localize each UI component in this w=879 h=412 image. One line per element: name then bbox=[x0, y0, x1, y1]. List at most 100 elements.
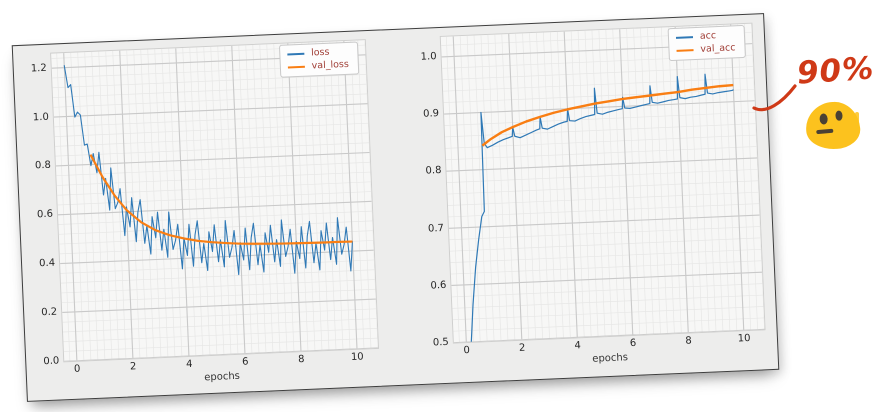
gridline bbox=[444, 111, 756, 126]
gridline bbox=[598, 30, 613, 336]
gridline bbox=[98, 51, 113, 360]
gridline bbox=[473, 35, 488, 342]
gridline bbox=[53, 103, 368, 118]
x-tick-label: 8 bbox=[297, 354, 305, 366]
neutral-face-emoji bbox=[804, 100, 862, 151]
annotation-90-percent-label: 90% bbox=[795, 50, 876, 92]
gridline bbox=[584, 30, 599, 337]
gridline bbox=[716, 25, 731, 331]
gridline bbox=[52, 73, 367, 89]
gridline bbox=[447, 191, 759, 206]
x-tick-label: 6 bbox=[629, 337, 637, 350]
y-tick-label: 0.2 bbox=[41, 306, 58, 319]
gridline bbox=[480, 35, 495, 341]
gridline bbox=[231, 45, 246, 354]
gridline bbox=[64, 347, 378, 362]
gridline bbox=[287, 43, 302, 352]
x-tick-label: 8 bbox=[685, 335, 693, 347]
x-tick-label: 4 bbox=[185, 358, 193, 371]
gridline bbox=[452, 306, 764, 321]
x-tick-label: 10 bbox=[737, 332, 751, 345]
gridline bbox=[543, 32, 557, 339]
gridline bbox=[591, 30, 606, 337]
gridline bbox=[140, 49, 155, 358]
gridline bbox=[203, 47, 218, 355]
gridline bbox=[343, 41, 358, 349]
gridline bbox=[529, 33, 543, 339]
gridline bbox=[450, 248, 762, 263]
gridline bbox=[119, 50, 134, 359]
gridline bbox=[660, 27, 675, 334]
gridline bbox=[443, 77, 754, 92]
gridline bbox=[695, 25, 710, 332]
series-line-val_loss bbox=[89, 154, 353, 245]
emoji-mouth-icon bbox=[816, 128, 834, 135]
gridline bbox=[112, 50, 127, 359]
gridline bbox=[61, 279, 376, 294]
series-line-acc bbox=[470, 73, 734, 342]
gridline bbox=[744, 23, 758, 330]
emoji-right-eye-icon bbox=[835, 110, 843, 121]
gridline bbox=[336, 41, 351, 350]
gridline bbox=[238, 45, 253, 354]
y-tick-label: 0.6 bbox=[430, 279, 447, 292]
x-tick-label: 0 bbox=[463, 344, 471, 357]
gridline bbox=[449, 226, 761, 241]
gridline bbox=[55, 142, 370, 157]
gridline bbox=[210, 46, 225, 355]
gridline bbox=[633, 28, 647, 335]
gridline bbox=[723, 24, 738, 331]
gridline bbox=[654, 27, 668, 334]
annotation-arrow-path bbox=[752, 84, 797, 112]
gridline bbox=[357, 40, 372, 349]
series-line-val_acc bbox=[481, 83, 734, 147]
gridline bbox=[445, 146, 757, 161]
gridline bbox=[452, 294, 764, 309]
gridline bbox=[266, 44, 281, 353]
y-tick-label: 1.2 bbox=[30, 62, 47, 75]
x-tick-label: 2 bbox=[129, 361, 137, 373]
accuracy-plot-svg bbox=[441, 23, 765, 343]
loss-legend: loss val_loss bbox=[278, 41, 360, 78]
gridline bbox=[442, 66, 754, 81]
y-tick-label: 0.6 bbox=[36, 208, 54, 221]
gridline bbox=[62, 308, 377, 323]
x-tick-label: 0 bbox=[73, 363, 81, 375]
gridline bbox=[445, 36, 460, 343]
gridline bbox=[259, 44, 274, 353]
gridline bbox=[196, 47, 211, 356]
x-tick-label: 2 bbox=[518, 342, 526, 354]
gridline bbox=[494, 34, 509, 341]
gridline bbox=[58, 220, 373, 235]
gridline bbox=[252, 44, 267, 353]
y-tick-label: 0.8 bbox=[425, 165, 442, 178]
gridline bbox=[626, 28, 641, 335]
gridline bbox=[730, 24, 745, 331]
gridline bbox=[549, 32, 564, 338]
gridline bbox=[60, 269, 375, 284]
gridline bbox=[459, 36, 474, 342]
gridline bbox=[55, 151, 370, 167]
legend-item-loss: loss bbox=[287, 47, 349, 60]
gridline bbox=[329, 41, 344, 350]
accuracy-legend: acc val_acc bbox=[667, 24, 746, 62]
loss-plot-svg bbox=[51, 40, 378, 362]
gridline bbox=[315, 42, 330, 350]
gridline bbox=[522, 33, 537, 340]
gridline bbox=[563, 31, 578, 338]
legend-label: val_loss bbox=[311, 58, 350, 72]
gridline bbox=[273, 44, 288, 352]
gridline bbox=[105, 51, 120, 359]
gridline bbox=[619, 29, 634, 335]
gridline bbox=[280, 43, 295, 352]
x-axis-label: epochs bbox=[204, 370, 241, 384]
gridline bbox=[84, 52, 99, 360]
gridline bbox=[55, 132, 369, 147]
legend-item-acc: acc bbox=[675, 30, 735, 43]
gridline bbox=[709, 25, 724, 332]
gridline bbox=[301, 42, 316, 351]
legend-label: loss bbox=[310, 46, 330, 59]
emoji-edge-fragment bbox=[855, 112, 859, 128]
gridline bbox=[449, 237, 761, 252]
gridline bbox=[605, 29, 620, 336]
